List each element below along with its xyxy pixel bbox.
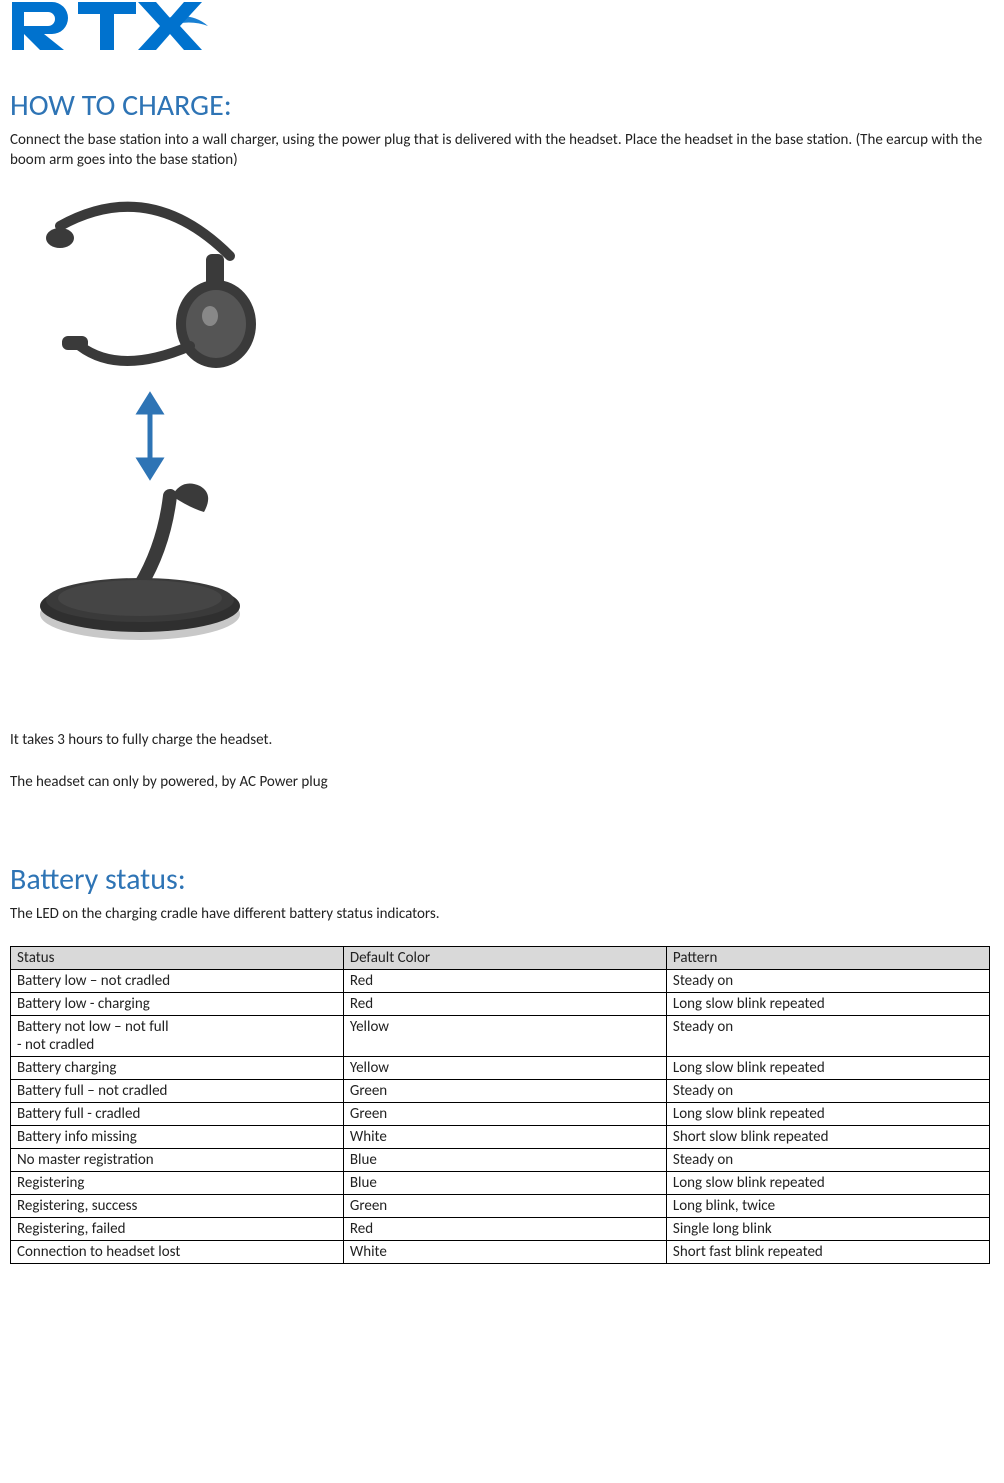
- table-row: Battery chargingYellowLong slow blink re…: [11, 1057, 990, 1080]
- battery-status-heading: Battery status:: [10, 861, 994, 898]
- table-cell: Registering, failed: [11, 1218, 344, 1241]
- table-row: RegisteringBlueLong slow blink repeated: [11, 1172, 990, 1195]
- table-row: Battery not low – not full- not cradledY…: [11, 1016, 990, 1057]
- table-cell: Registering: [11, 1172, 344, 1195]
- table-cell: Battery full - cradled: [11, 1103, 344, 1126]
- table-cell: Steady on: [666, 970, 989, 993]
- table-cell: Blue: [343, 1149, 666, 1172]
- rtx-logo: [10, 0, 994, 57]
- how-to-charge-intro: Connect the base station into a wall cha…: [10, 130, 994, 171]
- table-cell: Long slow blink repeated: [666, 993, 989, 1016]
- table-cell: Short fast blink repeated: [666, 1241, 989, 1264]
- table-cell: Connection to headset lost: [11, 1241, 344, 1264]
- table-cell: Short slow blink repeated: [666, 1126, 989, 1149]
- how-to-charge-heading: HOW TO CHARGE:: [10, 87, 994, 124]
- table-cell: Yellow: [343, 1057, 666, 1080]
- table-cell: Battery full – not cradled: [11, 1080, 344, 1103]
- power-note: The headset can only by powered, by AC P…: [10, 772, 994, 792]
- table-cell: No master registration: [11, 1149, 344, 1172]
- table-cell: Green: [343, 1195, 666, 1218]
- table-cell: Battery not low – not full- not cradled: [11, 1016, 344, 1057]
- col-status: Status: [11, 947, 344, 970]
- table-row: Connection to headset lostWhiteShort fas…: [11, 1241, 990, 1264]
- table-row: Battery info missingWhiteShort slow blin…: [11, 1126, 990, 1149]
- table-row: Registering, failedRedSingle long blink: [11, 1218, 990, 1241]
- charge-time-note: It takes 3 hours to fully charge the hea…: [10, 730, 994, 750]
- table-cell: Blue: [343, 1172, 666, 1195]
- table-cell: Green: [343, 1080, 666, 1103]
- battery-status-table: Status Default Color Pattern Battery low…: [10, 946, 990, 1264]
- table-cell: Battery low - charging: [11, 993, 344, 1016]
- table-cell: Long blink, twice: [666, 1195, 989, 1218]
- table-cell: White: [343, 1126, 666, 1149]
- col-pattern: Pattern: [666, 947, 989, 970]
- table-cell: Long slow blink repeated: [666, 1103, 989, 1126]
- table-cell: Steady on: [666, 1149, 989, 1172]
- table-cell: Red: [343, 993, 666, 1016]
- table-row: Registering, successGreenLong blink, twi…: [11, 1195, 990, 1218]
- table-cell: Long slow blink repeated: [666, 1057, 989, 1080]
- table-cell: Steady on: [666, 1016, 989, 1057]
- table-cell: Red: [343, 1218, 666, 1241]
- table-cell: Yellow: [343, 1016, 666, 1057]
- table-cell: Registering, success: [11, 1195, 344, 1218]
- table-cell: Battery charging: [11, 1057, 344, 1080]
- table-row: Battery low – not cradledRedSteady on: [11, 970, 990, 993]
- table-cell: Green: [343, 1103, 666, 1126]
- table-row: No master registrationBlueSteady on: [11, 1149, 990, 1172]
- table-cell: Long slow blink repeated: [666, 1172, 989, 1195]
- battery-status-intro: The LED on the charging cradle have diff…: [10, 904, 994, 924]
- table-cell: Battery info missing: [11, 1126, 344, 1149]
- table-cell: White: [343, 1241, 666, 1264]
- table-row: Battery low - chargingRedLong slow blink…: [11, 993, 990, 1016]
- table-header-row: Status Default Color Pattern: [11, 947, 990, 970]
- table-cell: Red: [343, 970, 666, 993]
- table-row: Battery full - cradledGreenLong slow bli…: [11, 1103, 990, 1126]
- table-cell: Steady on: [666, 1080, 989, 1103]
- table-row: Battery full – not cradledGreenSteady on: [11, 1080, 990, 1103]
- table-cell: Single long blink: [666, 1218, 989, 1241]
- table-cell: Battery low – not cradled: [11, 970, 344, 993]
- col-default-color: Default Color: [343, 947, 666, 970]
- headset-base-illustration: [20, 196, 994, 661]
